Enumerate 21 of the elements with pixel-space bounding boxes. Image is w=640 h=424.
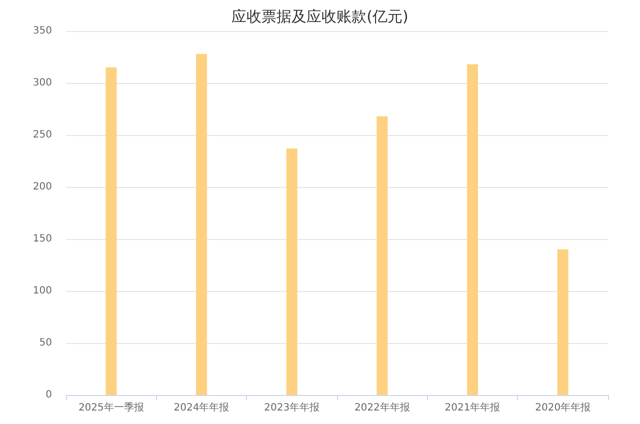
x-tick-label: 2023年年报	[264, 402, 320, 414]
bar	[467, 64, 478, 395]
x-tick-label: 2025年一季报	[78, 402, 144, 414]
y-tick-label: 0	[46, 390, 52, 400]
chart-title: 应收票据及应收账款(亿元)	[232, 8, 408, 26]
x-tick-label: 2021年年报	[444, 402, 500, 414]
bar	[557, 249, 568, 395]
bar	[376, 116, 388, 395]
y-tick-label: 300	[32, 78, 52, 88]
y-tick-label: 150	[32, 234, 52, 244]
y-tick-label: 200	[32, 182, 52, 192]
y-tick-label: 50	[39, 338, 52, 348]
x-tick-label: 2022年年报	[354, 402, 410, 414]
bar	[286, 148, 298, 395]
y-tick-label: 250	[32, 130, 52, 140]
x-tick-label: 2020年年报	[535, 402, 591, 414]
x-tick-label: 2024年年报	[174, 402, 230, 414]
y-tick-label: 100	[32, 286, 52, 296]
y-tick-label: 350	[32, 26, 52, 36]
bar	[106, 67, 117, 395]
bar	[196, 54, 207, 395]
